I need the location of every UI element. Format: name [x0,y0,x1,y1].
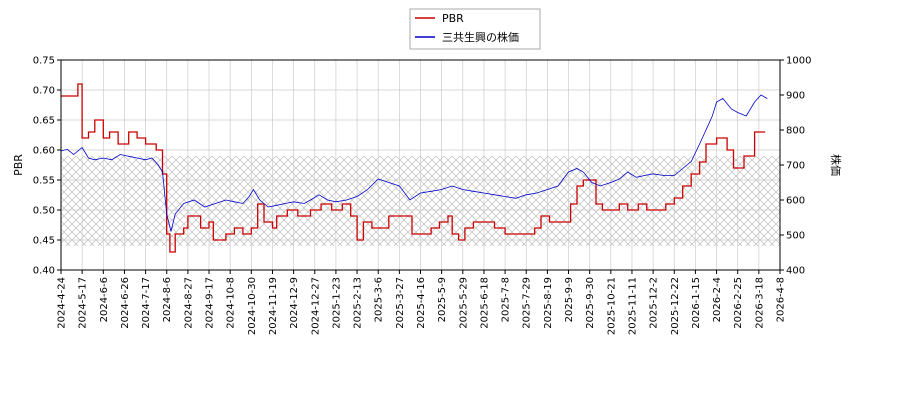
x-tick-label: 2024-5-17 [78,277,89,329]
y2-tick-label: 400 [786,266,805,277]
series-line-price [61,94,768,232]
x-tick-label: 2024-11-19 [268,277,279,335]
x-tick-label: 2025-5-9 [437,277,448,322]
y-tick-label: 0.75 [33,56,55,67]
x-tick-label: 2025-10-21 [606,277,617,335]
x-tick-label: 2025-9-30 [585,277,596,329]
x-axis: 2024-4-24 2024-5-17 2024-6-6 2024-6-26 2024-… [57,270,787,335]
series-line-pbr [61,83,766,253]
x-tick-label: 2025-8-19 [543,277,554,329]
x-tick-label: 2024-8-6 [162,277,173,322]
x-tick-label: 2024-6-6 [99,277,110,322]
y2-axis-label: 株価 [829,154,843,176]
series-lines [61,83,768,253]
x-tick-label: 2025-7-29 [522,277,533,329]
x-tick-label: 2024-12-9 [289,277,300,329]
x-tick-label: 2025-2-13 [353,277,364,329]
x-tick-label: 2026-3-18 [754,277,765,329]
x-tick-label: 2024-7-17 [141,277,152,329]
x-tick-label: 2024-12-27 [310,277,321,335]
x-tick-label: 2024-6-26 [120,277,131,329]
x-tick-label: 2025-7-8 [501,277,512,322]
y-tick-label: 0.60 [33,146,55,157]
y-tick-label: 0.50 [33,206,55,217]
legend-label-price: 三共生興の株価 [442,30,519,44]
x-tick-label: 2025-1-23 [331,277,342,329]
x-tick-label: 2024-10-8 [226,277,237,329]
x-tick-label: 2024-9-17 [205,277,216,329]
x-tick-label: 2026-4-8 [776,277,787,322]
y-axis-label: PBR [12,154,25,176]
y2-tick-label: 900 [786,91,805,102]
y2-tick-label: 800 [786,126,805,137]
x-tick-label: 2025-6-18 [479,277,490,329]
x-tick-label: 2026-2-4 [712,277,723,322]
left-axis: 0.40 0.45 0.50 0.55 0.60 0.65 0.70 0.75 [33,56,61,277]
x-tick-label: 2024-10-30 [247,277,258,335]
y2-tick-label: 600 [786,196,805,207]
x-tick-label: 2026-1-15 [691,277,702,329]
x-tick-label: 2026-2-25 [733,277,744,329]
y-tick-label: 0.45 [33,236,55,247]
x-tick-label: 2025-5-29 [458,277,469,329]
legend: PBR 三共生興の株価 [409,8,541,50]
x-tick-label: 2025-3-6 [374,277,385,322]
y2-tick-label: 500 [786,231,805,242]
y2-tick-label: 700 [786,161,805,172]
x-tick-label: 2025-12-22 [670,277,681,335]
y-tick-label: 0.55 [33,176,55,187]
x-tick-label: 2025-12-2 [649,277,660,329]
legend-box [409,8,541,50]
right-axis: 400 500 600 700 800 900 1000 [780,56,811,277]
x-tick-label: 2025-11-11 [627,277,638,335]
x-tick-label: 2024-4-24 [57,277,68,329]
x-tick-label: 2025-9-9 [564,277,575,322]
x-tick-label: 2024-8-27 [183,277,194,329]
y2-tick-label: 1000 [786,56,811,67]
legend-label-pbr: PBR [442,12,464,25]
x-tick-label: 2025-3-27 [395,277,406,329]
y-tick-label: 0.65 [33,116,55,127]
y-tick-label: 0.70 [33,86,55,97]
y-tick-label: 0.40 [33,266,55,277]
x-tick-label: 2025-4-16 [416,277,427,329]
